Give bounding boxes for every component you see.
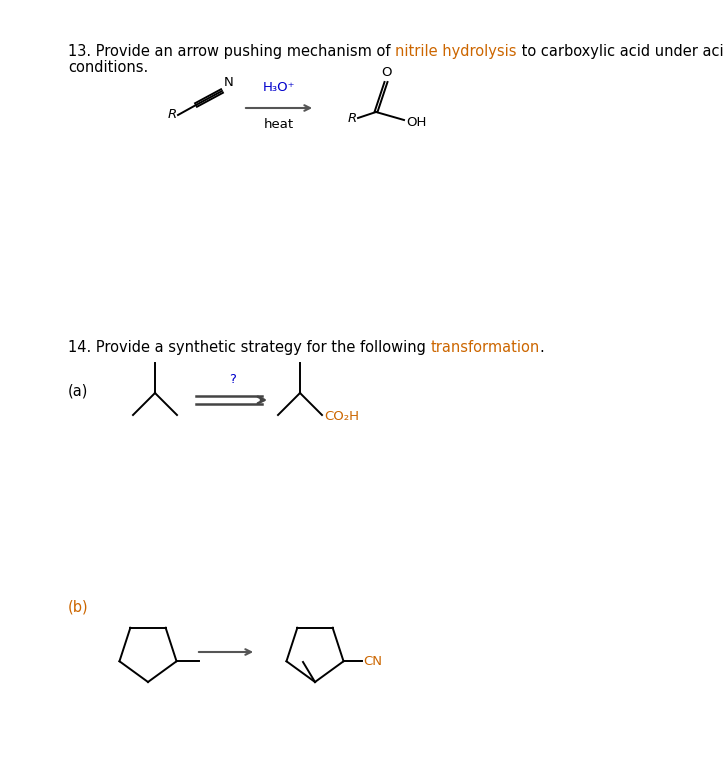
Text: H₃O⁺: H₃O⁺ xyxy=(263,81,295,94)
Text: conditions.: conditions. xyxy=(68,60,148,75)
Text: CN: CN xyxy=(363,655,382,668)
Text: ?: ? xyxy=(230,373,237,386)
Text: nitrile hydrolysis: nitrile hydrolysis xyxy=(395,44,517,59)
Text: (a): (a) xyxy=(68,384,88,399)
Text: to carboxylic acid under acidic: to carboxylic acid under acidic xyxy=(517,44,724,59)
Text: OH: OH xyxy=(406,115,426,128)
Text: CO₂H: CO₂H xyxy=(324,410,359,423)
Text: (b): (b) xyxy=(68,600,88,615)
Text: 13. Provide an arrow pushing mechanism of: 13. Provide an arrow pushing mechanism o… xyxy=(68,44,395,59)
Text: O: O xyxy=(381,66,391,79)
Text: N: N xyxy=(224,76,234,89)
Text: heat: heat xyxy=(264,118,294,131)
Text: transformation: transformation xyxy=(431,340,540,355)
Text: R: R xyxy=(168,108,177,121)
Text: 14. Provide a synthetic strategy for the following: 14. Provide a synthetic strategy for the… xyxy=(68,340,431,355)
Text: .: . xyxy=(540,340,544,355)
Text: R: R xyxy=(348,111,357,124)
